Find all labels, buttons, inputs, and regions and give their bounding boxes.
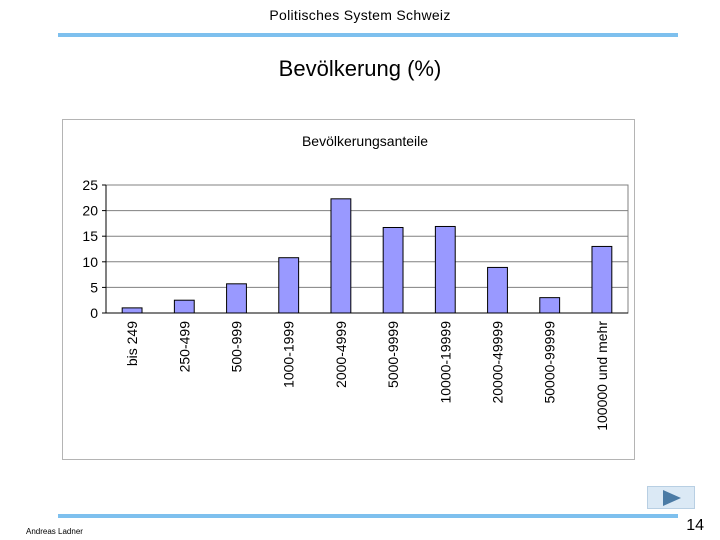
bar [173,299,195,314]
x-tick-label: 1000-1999 [281,321,297,388]
y-tick-label: 10 [82,254,98,270]
slide-title: Bevölkerung (%) [278,56,442,81]
footer-author: Andreas Ladner [26,527,83,536]
x-tick-label: 50000-99999 [542,321,558,404]
next-slide-button[interactable] [647,486,695,509]
top-divider [58,33,678,37]
x-tick-label: 5000-9999 [385,321,401,388]
bar [434,225,456,314]
bar [226,283,247,314]
bar [382,226,404,314]
x-tick-label: 500-999 [229,321,245,373]
bar [278,257,300,314]
x-tick-label: 20000-49999 [490,321,506,404]
page-number: 14 [686,517,704,534]
y-tick-label: 20 [82,203,98,219]
plot-area [105,184,629,314]
header-title: Politisches System Schweiz [269,7,451,23]
x-tick-label: 10000-19999 [437,321,453,404]
y-tick-label: 15 [82,228,98,244]
bar-chart: Bevölkerungsanteile 0 5 10 15 20 25 bis 249 250… [82,133,629,431]
bottom-divider [58,514,678,518]
bar [539,297,561,314]
x-tick-label: 2000-4999 [333,321,349,388]
chart-title: Bevölkerungsanteile [302,133,428,149]
chart-frame: Bevölkerungsanteile 0 5 10 15 20 25 bis 249 250… [62,119,635,460]
bar [591,245,613,314]
bar [330,198,352,314]
bar [487,266,508,314]
play-icon [663,490,681,506]
y-tick-label: 25 [82,177,98,193]
x-tick-label: 250-499 [176,321,192,373]
x-tick-label: 100000 und mehr [594,321,610,431]
y-tick-label: 5 [90,279,98,295]
bar [121,307,143,314]
x-tick-label: bis 249 [124,321,140,366]
y-tick-label: 0 [90,305,98,321]
